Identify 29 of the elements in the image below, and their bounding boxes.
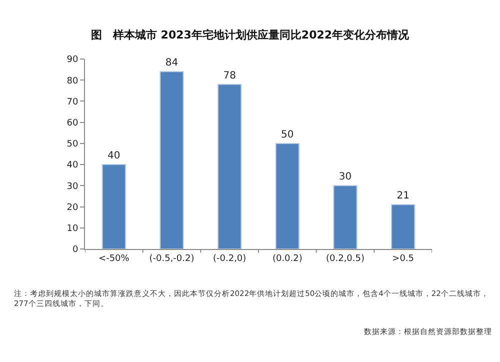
bar <box>275 142 300 249</box>
bar <box>102 164 126 249</box>
y-tick-label: 90 <box>66 55 78 66</box>
y-tick-label: 60 <box>66 118 78 128</box>
y-tick-label: 70 <box>66 97 78 108</box>
bar <box>218 84 242 249</box>
x-tick-label: (-0.2,0) <box>212 254 246 264</box>
data-label: 40 <box>108 150 120 162</box>
y-tick-label: 0 <box>72 245 78 256</box>
x-tick-label: (0.0.2) <box>272 254 302 264</box>
bar <box>333 185 358 249</box>
data-label: 30 <box>338 172 352 183</box>
data-label: 78 <box>223 70 236 82</box>
x-tick-label: (0.2,0.5) <box>326 254 365 264</box>
y-tick-label: 10 <box>66 224 78 234</box>
data-label: 21 <box>396 190 410 202</box>
y-tick-label: 50 <box>66 140 78 150</box>
x-tick-label: <-50% <box>98 254 130 264</box>
data-label: 84 <box>165 58 178 69</box>
y-tick-label: 80 <box>66 76 78 86</box>
x-tick-label: (-0.5,-0.2) <box>149 254 194 264</box>
y-tick-label: 20 <box>66 202 78 213</box>
x-tick-label: >0.5 <box>392 254 414 264</box>
y-tick-label: 40 <box>66 160 78 171</box>
bar <box>160 71 184 249</box>
bar <box>391 204 416 249</box>
y-tick-label: 30 <box>66 182 78 192</box>
data-label: 50 <box>281 129 294 140</box>
chart-title: 图 样本城市 2023年宅地计划供应量同比2022年变化分布情况 <box>90 28 410 42</box>
